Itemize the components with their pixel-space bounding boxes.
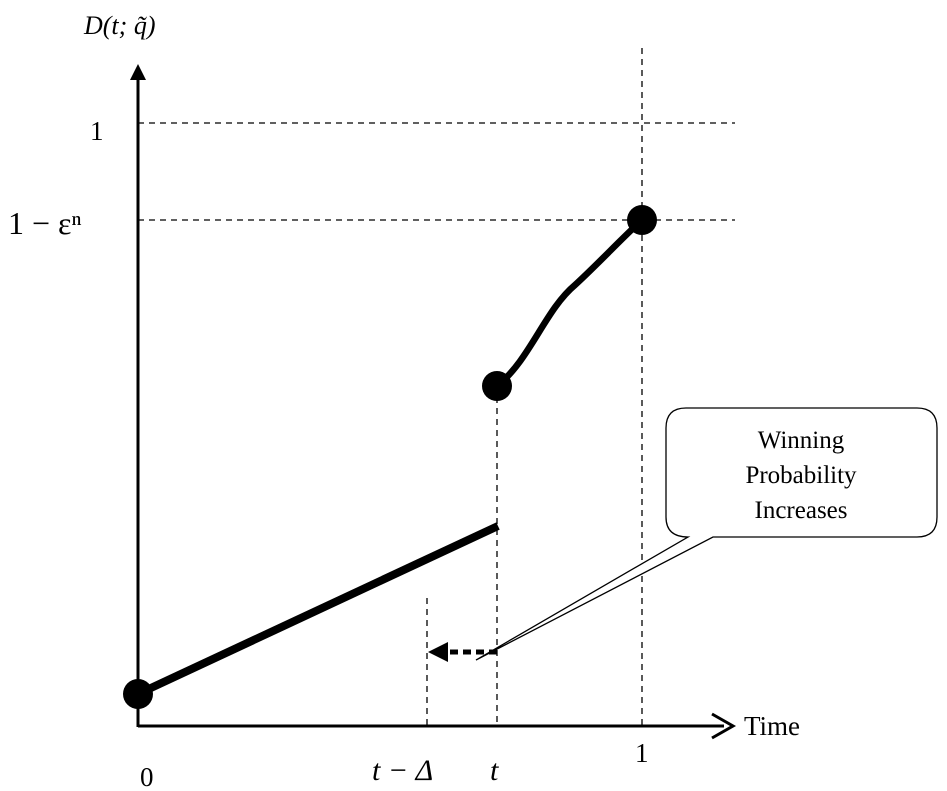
x-axis-label: Time: [744, 711, 800, 741]
callout-line-3: Increases: [755, 497, 848, 524]
shift-arrow-head: [428, 642, 448, 662]
x-origin-label: 0: [140, 762, 154, 791]
y-axis-label: D(t; q̃): [83, 11, 155, 40]
callout-line-1: Winning: [758, 427, 845, 454]
point-jump: [482, 371, 512, 401]
y-tick-upper: 1 − εⁿ: [8, 205, 82, 241]
x-tick-t: t: [490, 754, 499, 787]
lower-segment: [136, 522, 500, 698]
x-tick-one: 1: [635, 738, 649, 768]
y-axis-arrowhead: [130, 64, 146, 80]
point-origin: [123, 679, 153, 709]
y-tick-one: 1: [90, 116, 104, 146]
upper-curve: [494, 217, 645, 389]
callout-line-2: Probability: [745, 462, 857, 489]
callout-bubble: [475, 407, 938, 661]
point-end: [627, 205, 657, 235]
x-axis-arrowhead: [711, 712, 737, 740]
x-tick-shift: t − Δ: [372, 754, 433, 787]
